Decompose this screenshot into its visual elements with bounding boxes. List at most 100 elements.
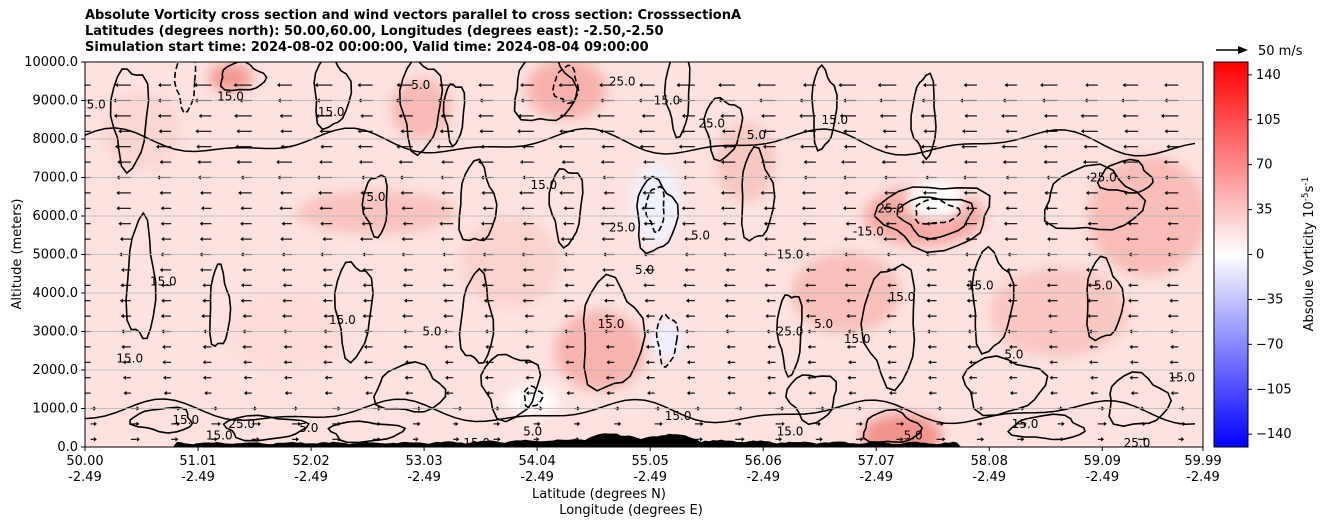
wind-vector-head (639, 144, 643, 149)
wind-vector-head (1008, 313, 1012, 319)
y-tick-label: 6000.0 (33, 209, 79, 224)
wind-vector-head (157, 113, 161, 119)
wind-vector-head (763, 221, 767, 226)
x-axis-label-longitude: Longitude (degrees E) (559, 503, 703, 518)
wind-vector-head (243, 390, 247, 396)
wind-vector-head (400, 129, 404, 134)
y-tick-label: 10000.0 (24, 55, 78, 70)
wind-vector-head (1044, 190, 1048, 196)
wind-vector-head (969, 390, 973, 396)
wind-vector-head (566, 390, 570, 396)
wind-vector-head (314, 82, 318, 88)
wind-vector-head (601, 206, 605, 211)
contour-positive (785, 374, 837, 426)
wind-vector-head (359, 236, 363, 242)
wind-vector-head (258, 421, 262, 427)
wind-vector-head (883, 236, 887, 242)
wind-vector-head (1127, 313, 1131, 319)
colorbar-tick-label: 0 (1256, 248, 1264, 263)
wind-vector-head (962, 129, 966, 134)
wind-vector-head (436, 144, 440, 149)
wind-vector-head (727, 390, 731, 396)
wind-vector-head (456, 437, 460, 442)
wind-vector-head (194, 82, 198, 88)
wind-vector-head (403, 344, 407, 350)
wind-vector-head (365, 390, 369, 396)
wind-vector-head (741, 437, 745, 442)
wind-vector-head (1123, 144, 1127, 149)
wind-vector-head (721, 129, 725, 134)
wind-vector-head (363, 298, 367, 303)
contour-positive (548, 168, 584, 249)
wind-vector-head (1001, 113, 1005, 119)
wind-vector-head (685, 298, 689, 303)
wind-vector-head (79, 222, 82, 226)
wind-vector-head (577, 421, 581, 427)
wind-vector-head (486, 390, 490, 396)
wind-vector-head (477, 159, 481, 165)
wind-vector-head (1166, 236, 1170, 242)
wind-vector-head (521, 206, 525, 211)
wind-vector-head (240, 298, 244, 303)
wind-vector-head (319, 129, 323, 134)
contour-label: -15.0 (853, 224, 884, 238)
contour-label: 5.0 (691, 228, 710, 242)
wind-vector-head (1008, 375, 1012, 380)
wind-vector-head (684, 236, 688, 242)
wind-vector-head (563, 267, 567, 273)
wind-vector-head (1002, 159, 1006, 165)
wind-vector-head (887, 360, 891, 365)
wind-vector-head (401, 206, 405, 211)
contour-label: 15.0 (206, 428, 233, 442)
wind-vector-head (1127, 267, 1131, 273)
wind-vector-head (848, 390, 852, 396)
wind-vector-head (439, 82, 443, 88)
wind-vector-head (323, 283, 327, 288)
wind-vector-head (242, 267, 246, 273)
wind-vector-head (1084, 206, 1088, 211)
wind-vector-head (981, 437, 985, 442)
wind-vector-head (240, 236, 244, 242)
wind-vector-head (113, 113, 117, 119)
wind-vector-head (922, 190, 926, 196)
wind-vector-head (323, 344, 327, 350)
x-tick-label-lon: -2.49 (1085, 470, 1119, 485)
wind-vector-head (281, 221, 285, 226)
wind-vector-head (160, 283, 164, 288)
wind-vector-head (78, 160, 81, 164)
wind-vector-head (484, 375, 488, 380)
wind-vector-head (920, 113, 924, 119)
wind-vector-head (323, 313, 327, 319)
wind-vector-head (524, 313, 528, 319)
wind-vector-head (1101, 437, 1105, 442)
wind-vector-head (886, 298, 890, 303)
contour-label: 15.0 (598, 317, 625, 331)
wind-vector-head (685, 313, 689, 319)
wind-vector-head (920, 144, 924, 149)
wind-vector-head (202, 375, 206, 380)
wind-vector-head (699, 437, 703, 442)
wind-vector-head (565, 344, 569, 350)
quiver-key-arrowhead (1238, 46, 1248, 54)
field-patch (526, 62, 607, 119)
contour-label: 15.0 (217, 90, 244, 104)
wind-vector-head (561, 159, 565, 165)
wind-vector-head (764, 236, 768, 242)
wind-vector-head (1126, 236, 1130, 242)
y-tick-label: 8000.0 (33, 132, 79, 147)
contour-label: 25.0 (609, 221, 636, 235)
wind-vector-head (925, 236, 929, 242)
wind-vector-head (163, 375, 167, 380)
contour-label: 5.0 (814, 317, 833, 331)
wind-vector-head (926, 206, 930, 211)
wind-vector-head (1167, 313, 1171, 319)
wind-vector-head (455, 421, 459, 427)
wind-vector-head (757, 82, 761, 88)
wind-vector-head (78, 237, 81, 241)
wind-vector-head (642, 190, 646, 196)
wind-vector-head (966, 298, 970, 303)
wind-vector-head (80, 314, 83, 318)
contour-positive (85, 398, 1196, 425)
wind-vector-head (196, 144, 200, 149)
wind-vector-head (761, 159, 765, 165)
